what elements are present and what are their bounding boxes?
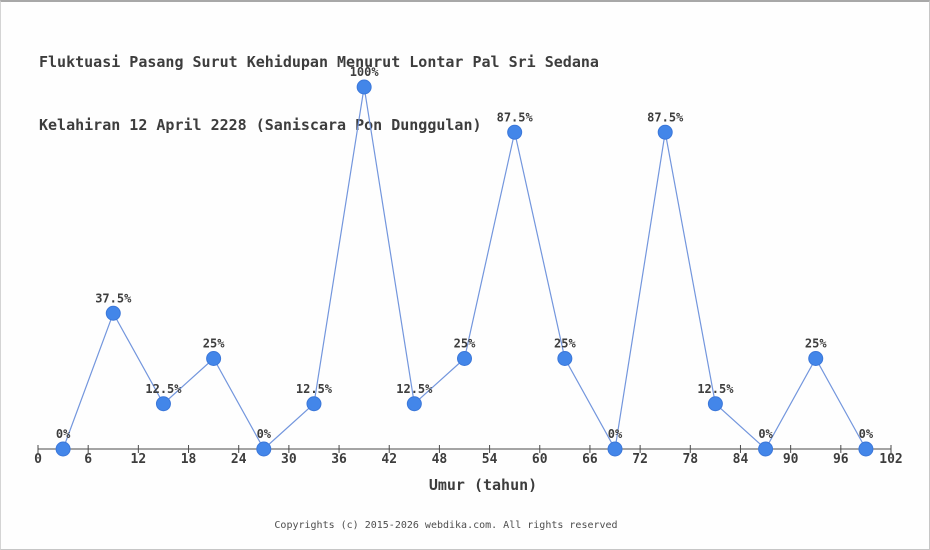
data-point (206, 351, 222, 366)
x-axis-tick-label: 36 (331, 452, 347, 467)
x-axis-tick-label: 12 (131, 452, 147, 467)
data-point-label: 12.5% (296, 382, 333, 396)
data-point (155, 396, 171, 412)
data-point (457, 351, 472, 366)
data-point-label: 0% (257, 427, 272, 441)
x-axis-tick-label: 84 (733, 452, 749, 467)
data-point (507, 124, 523, 140)
data-point (707, 396, 723, 412)
data-point-label: 0% (608, 427, 623, 441)
x-axis-tick-label: 42 (381, 452, 397, 467)
data-point-label: 0% (758, 427, 773, 441)
x-axis-tick-label: 18 (181, 452, 197, 467)
x-axis-tick-label: 0 (34, 452, 42, 467)
x-axis-tick-label: 60 (532, 452, 548, 467)
data-point-label: 25% (454, 337, 476, 351)
data-point-label: 87.5% (647, 110, 684, 124)
x-axis-tick-label: 48 (432, 452, 448, 467)
x-axis-tick-label: 78 (682, 452, 698, 467)
chart-title-line1: Fluktuasi Pasang Surut Kehidupan Menurut… (39, 53, 599, 71)
x-axis-tick-label: 24 (231, 452, 247, 467)
data-point (356, 79, 372, 95)
data-point (55, 441, 71, 457)
data-point-label: 0% (859, 427, 874, 441)
data-point-label: 25% (203, 337, 225, 351)
data-point-label: 100% (350, 65, 380, 79)
data-point (256, 441, 272, 457)
data-point (306, 396, 322, 412)
data-point (607, 441, 623, 457)
x-axis-tick-label: 66 (582, 452, 598, 467)
x-axis-tick-label: 90 (783, 452, 799, 467)
copyright-footer: Copyrights (c) 2015-2026 webdika.com. Al… (274, 520, 618, 531)
data-point-label: 12.5% (396, 382, 433, 396)
chart-title-line2: Kelahiran 12 April 2228 (Saniscara Pon D… (39, 116, 482, 134)
data-point-label: 12.5% (697, 382, 734, 396)
data-point (858, 441, 874, 457)
chart-title: Fluktuasi Pasang Surut Kehidupan Menurut… (39, 10, 599, 178)
data-point-label: 87.5% (497, 110, 534, 124)
data-point-label: 25% (554, 337, 576, 351)
x-axis-tick-label: 54 (482, 452, 498, 467)
x-axis-tick-label: 30 (281, 452, 297, 467)
data-point-label: 25% (805, 337, 827, 351)
x-axis-tick-label: 102 (879, 452, 902, 467)
x-axis-label: Umur (tahun) (428, 476, 538, 494)
x-axis-tick-label: 6 (84, 452, 92, 467)
x-axis-tick-label: 72 (632, 452, 648, 467)
data-point (808, 351, 824, 366)
data-point (105, 305, 121, 321)
data-point-label: 0% (56, 427, 71, 441)
data-point (406, 396, 422, 412)
data-point (657, 124, 673, 140)
data-line (62, 86, 867, 451)
x-axis-tick-label: 96 (833, 452, 849, 467)
data-point-label: 37.5% (95, 291, 132, 305)
data-point-label: 12.5% (145, 382, 182, 396)
data-point (758, 441, 774, 457)
data-point (557, 351, 573, 366)
